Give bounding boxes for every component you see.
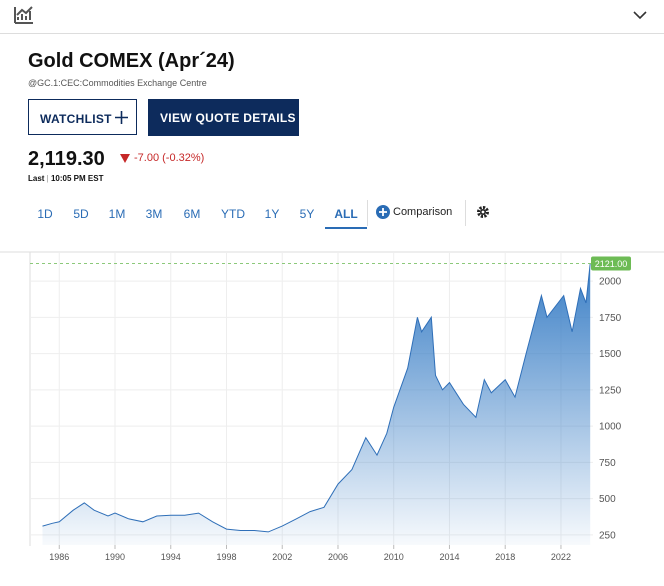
range-tab[interactable]: 5Y — [299, 207, 315, 221]
range-tab[interactable]: ALL — [334, 207, 358, 221]
y-tick-label: 500 — [599, 494, 616, 505]
separator — [465, 200, 466, 226]
range-tab[interactable]: 1Y — [264, 207, 280, 221]
y-tick-label: 2000 — [599, 277, 622, 288]
down-arrow — [120, 154, 130, 163]
chart-icon[interactable] — [14, 6, 34, 24]
y-tick-label: 250 — [599, 530, 616, 541]
y-tick-label: 1000 — [599, 422, 622, 433]
update-time: 10:05 PM EST — [50, 174, 104, 183]
watchlist-label: WATCHLIST — [40, 112, 112, 126]
x-tick-label: 2018 — [495, 552, 515, 562]
collapse-chevron[interactable] — [632, 9, 648, 21]
last-price-label: 2121.00 — [595, 259, 628, 269]
comparison-label[interactable]: Comparison — [393, 206, 453, 218]
range-tab[interactable]: 1M — [108, 207, 126, 221]
tab-underline — [325, 227, 367, 229]
x-tick-label: 1998 — [216, 552, 236, 562]
y-tick-label: 1250 — [599, 385, 622, 396]
y-tick-label: 1500 — [599, 349, 622, 360]
range-tab[interactable]: 3M — [145, 207, 163, 221]
range-tab[interactable]: 1D — [37, 207, 53, 221]
line — [42, 263, 591, 533]
x-tick-label: 1994 — [161, 552, 181, 562]
y-tick-label: 1750 — [599, 313, 622, 324]
quote-button[interactable]: VIEW QUOTE DETAILS — [148, 99, 299, 136]
price-change: -7.00 (-0.32%) — [134, 152, 205, 164]
range-tab[interactable]: YTD — [221, 207, 245, 221]
separator — [367, 200, 368, 226]
last-price-badge — [591, 256, 631, 271]
symbol: @GC.1:CEC:Commodities Exchange Centre — [28, 78, 207, 88]
plus-icon — [115, 111, 128, 124]
last-update: Last | 10:05 PM EST — [28, 174, 104, 183]
settings-icon[interactable] — [476, 205, 490, 219]
title: Gold COMEX (Apr´24) — [28, 50, 235, 72]
range-tab[interactable]: 5D — [73, 207, 89, 221]
x-tick-label: 1990 — [105, 552, 125, 562]
watchlist-button[interactable]: WATCHLIST — [28, 99, 137, 135]
top-bar — [0, 0, 664, 34]
quote-label: VIEW QUOTE DETAILS — [160, 111, 296, 125]
last-label: Last — [28, 174, 45, 183]
chart: 250 500 750 1000 1250 1500 1750 2000 1986 1990 199… — [0, 251, 664, 562]
x-tick-label: 2014 — [439, 552, 459, 562]
comparison-icon[interactable] — [376, 205, 390, 219]
range-tab[interactable]: 6M — [183, 207, 201, 221]
price: 2,119.30 — [28, 148, 105, 170]
y-tick-label: 750 — [599, 458, 616, 469]
x-tick-label: 1986 — [49, 552, 69, 562]
area — [42, 263, 591, 545]
x-tick-label: 2002 — [272, 552, 292, 562]
range-tabs: 1D 5D 1M 3M 6M YTD 1Y 5Y ALL — [0, 200, 664, 230]
x-tick-label: 2022 — [551, 552, 571, 562]
x-tick-label: 2006 — [328, 552, 348, 562]
x-tick-label: 2010 — [384, 552, 404, 562]
